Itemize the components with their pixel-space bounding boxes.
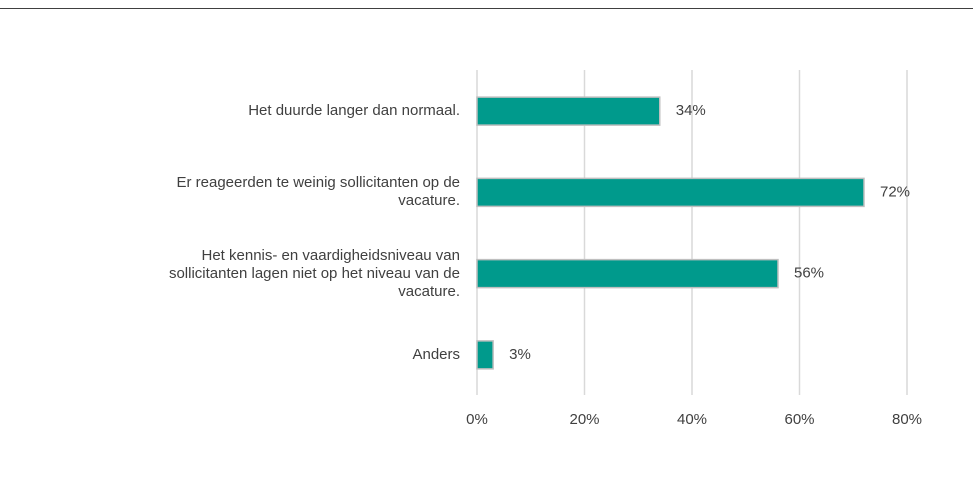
- y-tick-label: Het duurde langer dan normaal.: [248, 102, 460, 120]
- x-tick-label: 60%: [784, 411, 814, 428]
- x-tick-label: 80%: [892, 411, 922, 428]
- bar: [476, 340, 494, 370]
- y-tick-label: Er reageerden te weinig sollicitanten op…: [176, 174, 460, 210]
- y-tick-label: Anders: [412, 345, 460, 363]
- data-label: 56%: [794, 265, 824, 282]
- bar: [476, 258, 779, 289]
- data-label: 72%: [880, 183, 910, 200]
- bar: [476, 177, 865, 208]
- data-label: 3%: [509, 346, 531, 363]
- x-tick-label: 0%: [466, 411, 488, 428]
- y-tick-label: Het kennis- en vaardigheidsniveau van so…: [168, 246, 460, 300]
- data-label: 34%: [676, 102, 706, 119]
- x-tick-label: 40%: [677, 411, 707, 428]
- bar: [476, 96, 661, 126]
- x-tick-label: 20%: [569, 411, 599, 428]
